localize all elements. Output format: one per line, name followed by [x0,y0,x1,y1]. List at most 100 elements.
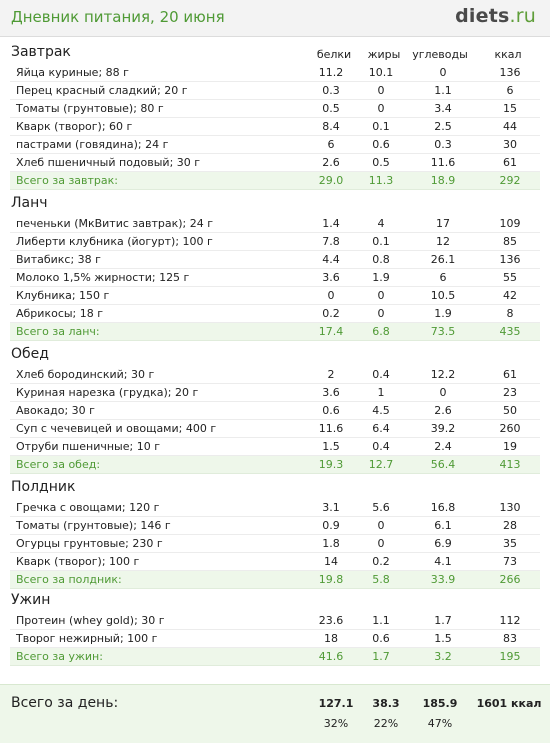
food-row: Протеин (whey gold); 30 г 23.6 1.1 1.7 112 [10,612,540,630]
section-title: Ужин [11,592,51,608]
day-total-protein-percent: 32% [323,717,349,730]
fat-value: 0.8 [356,250,406,269]
total-carbs: 18.9 [406,171,480,190]
carbs-value: 2.5 [406,117,480,136]
carbs-value: 16.8 [406,499,480,517]
carbs-value: 0 [406,383,480,402]
total-fat: 1.7 [356,647,406,666]
protein-value: 11.6 [306,419,356,438]
column-header-carbs: углеводы [412,48,468,61]
logo-tld: .ru [509,5,536,27]
total-kcal: 266 [480,570,540,589]
protein-value: 23.6 [306,612,356,630]
section-total-row: Всего за обед: 19.3 12.7 56.4 413 [10,455,540,474]
site-logo[interactable]: diets.ru [455,5,536,27]
total-label: Всего за завтрак: [10,171,306,190]
food-name: Отруби пшеничные; 10 г [10,437,306,456]
food-name: Творог нежирный; 100 г [10,629,306,648]
fat-value: 0 [356,286,406,305]
kcal-value: 50 [480,401,540,420]
food-row: Перец красный сладкий; 20 г 0.3 0 1.1 6 [10,81,540,100]
fat-value: 0 [356,99,406,118]
kcal-value: 130 [480,499,540,517]
meal-table: Протеин (whey gold); 30 г 23.6 1.1 1.7 112 Тв… [10,612,540,666]
food-name: Либерти клубника (йогурт); 100 г [10,232,306,251]
total-carbs: 73.5 [406,322,480,341]
kcal-value: 23 [480,383,540,402]
carbs-value: 6 [406,268,480,287]
protein-value: 1.8 [306,534,356,553]
food-row: Молоко 1,5% жирности; 125 г 3.6 1.9 6 55 [10,268,540,287]
fat-value: 6.4 [356,419,406,438]
total-label: Всего за ланч: [10,322,306,341]
day-total-fat: 38.3 [372,697,400,710]
food-name: пастрами (говядина); 24 г [10,135,306,154]
header: Дневник питания, 20 июня diets.ru [0,0,550,37]
fat-value: 0.4 [356,366,406,384]
meal-table: Гречка с овощами; 120 г 3.1 5.6 16.8 130 Тома… [10,499,540,589]
protein-value: 1.5 [306,437,356,456]
kcal-value: 35 [480,534,540,553]
food-name: Абрикосы; 18 г [10,304,306,323]
protein-value: 0.5 [306,99,356,118]
protein-value: 14 [306,552,356,571]
fat-value: 4 [356,215,406,233]
total-kcal: 195 [480,647,540,666]
food-row: Творог нежирный; 100 г 18 0.6 1.5 83 [10,629,540,648]
total-protein: 17.4 [306,322,356,341]
protein-value: 0.6 [306,401,356,420]
fat-value: 1.1 [356,612,406,630]
food-name: Перец красный сладкий; 20 г [10,81,306,100]
day-total-label: Всего за день: [11,695,119,711]
fat-value: 0.5 [356,153,406,172]
fat-value: 0.1 [356,232,406,251]
food-row: Суп с чечевицей и овощами; 400 г 11.6 6.4 3… [10,419,540,438]
fat-value: 0 [356,534,406,553]
carbs-value: 2.4 [406,437,480,456]
food-row: Яйца куриные; 88 г 11.2 10.1 0 136 [10,64,540,82]
day-total-protein: 127.1 [318,697,354,710]
total-protein: 19.8 [306,570,356,589]
carbs-value: 12 [406,232,480,251]
total-carbs: 56.4 [406,455,480,474]
total-fat: 6.8 [356,322,406,341]
protein-value: 3.6 [306,268,356,287]
total-kcal: 292 [480,171,540,190]
food-name: печеньки (МкВитис завтрак); 24 г [10,215,306,233]
food-row: Огурцы грунтовые; 230 г 1.8 0 6.9 35 [10,534,540,553]
carbs-value: 0.3 [406,135,480,154]
page-title: Дневник питания, 20 июня [11,8,225,26]
total-protein: 29.0 [306,171,356,190]
fat-value: 0 [356,516,406,535]
food-name: Витабикс; 38 г [10,250,306,269]
carbs-value: 1.9 [406,304,480,323]
kcal-value: 55 [480,268,540,287]
protein-value: 2.6 [306,153,356,172]
food-row: Томаты (грунтовые); 80 г 0.5 0 3.4 15 [10,99,540,118]
food-name: Кварк (творог); 100 г [10,552,306,571]
total-fat: 11.3 [356,171,406,190]
protein-value: 3.6 [306,383,356,402]
fat-value: 0.4 [356,437,406,456]
food-row: Хлеб пшеничный подовый; 30 г 2.6 0.5 11.6 61 [10,153,540,172]
food-name: Авокадо; 30 г [10,401,306,420]
food-name: Гречка с овощами; 120 г [10,499,306,517]
food-row: Либерти клубника (йогурт); 100 г 7.8 0.1 12… [10,232,540,251]
food-row: Кварк (творог); 60 г 8.4 0.1 2.5 44 [10,117,540,136]
food-name: Куриная нарезка (грудка); 20 г [10,383,306,402]
total-label: Всего за полдник: [10,570,306,589]
kcal-value: 15 [480,99,540,118]
food-name: Яйца куриные; 88 г [10,64,306,82]
total-fat: 5.8 [356,570,406,589]
protein-value: 0 [306,286,356,305]
protein-value: 6 [306,135,356,154]
food-name: Протеин (whey gold); 30 г [10,612,306,630]
food-row: печеньки (МкВитис завтрак); 24 г 1.4 4 17 10… [10,215,540,233]
carbs-value: 2.6 [406,401,480,420]
food-name: Хлеб пшеничный подовый; 30 г [10,153,306,172]
day-total-kcal: 1601 ккал [476,697,542,710]
section-title: Ланч [11,195,48,211]
kcal-value: 28 [480,516,540,535]
protein-value: 18 [306,629,356,648]
column-header-protein: белки [316,48,352,61]
